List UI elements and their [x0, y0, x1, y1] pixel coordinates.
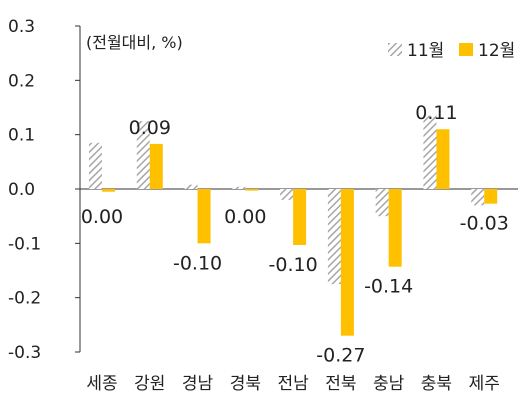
- category-label: 전북: [325, 374, 356, 394]
- legend-label-11: 11월: [407, 41, 444, 61]
- data-label: 0.00: [81, 206, 123, 228]
- data-label: 0.00: [224, 206, 266, 228]
- y-tick-label: 0.0: [8, 180, 35, 200]
- bar-11: [423, 115, 437, 189]
- category-label: 충남: [373, 374, 405, 394]
- bar-12: [340, 189, 354, 336]
- y-tick-label: -0.1: [8, 234, 41, 254]
- data-label: -0.10: [269, 254, 318, 276]
- y-axis-ticks: 0.3 0.2 0.1 0.0 -0.1 -0.2 -0.3: [8, 17, 80, 363]
- data-label: -0.10: [173, 252, 222, 274]
- y-tick-label: 0.1: [8, 126, 35, 146]
- bar-12: [388, 189, 402, 267]
- bar-12: [293, 189, 307, 245]
- unit-label: (전월대비, %): [86, 33, 183, 52]
- data-label: -0.27: [316, 345, 365, 367]
- legend-swatch-12: [459, 43, 473, 56]
- data-label-group: 0.00 0.09 -0.10 0.00 -0.10 -0.27 -0.14 0.11 -0.0…: [81, 102, 509, 366]
- y-tick-label: 0.3: [8, 17, 35, 37]
- bar-11: [280, 189, 294, 200]
- category-label: 충북: [421, 374, 452, 394]
- bar-11: [89, 142, 102, 189]
- category-label: 전남: [277, 374, 309, 394]
- category-label: 강원: [134, 374, 165, 394]
- bar-11: [327, 189, 341, 285]
- data-label: 0.09: [129, 117, 171, 139]
- y-tick-label: 0.2: [8, 71, 35, 91]
- category-label-group: 세종 강원 경남 경북 전남 전북 충남 충북 제주: [86, 374, 500, 394]
- data-label: 0.11: [415, 102, 457, 124]
- bar-12: [245, 189, 259, 191]
- legend-label-12: 12월: [478, 41, 515, 61]
- category-label: 제주: [469, 374, 500, 394]
- bar-12: [102, 189, 115, 192]
- category-label: 세종: [86, 374, 117, 394]
- legend: 11월 12월: [388, 41, 515, 61]
- bar-11: [184, 184, 198, 189]
- bar-12: [149, 143, 163, 189]
- bar-11: [232, 186, 246, 189]
- bar-11: [375, 189, 389, 217]
- bar-12: [197, 189, 211, 244]
- bar-11: [136, 121, 150, 189]
- category-label: 경북: [230, 374, 261, 394]
- bar-12: [484, 189, 498, 204]
- legend-swatch-11: [388, 43, 402, 56]
- y-tick-label: -0.2: [8, 289, 41, 309]
- category-label: 경남: [182, 374, 214, 394]
- bar-group: [89, 115, 498, 336]
- data-label: -0.03: [460, 213, 509, 235]
- bar-12: [436, 129, 450, 189]
- y-tick-label: -0.3: [8, 343, 41, 363]
- bar-11: [471, 189, 485, 206]
- data-label: -0.14: [364, 276, 413, 298]
